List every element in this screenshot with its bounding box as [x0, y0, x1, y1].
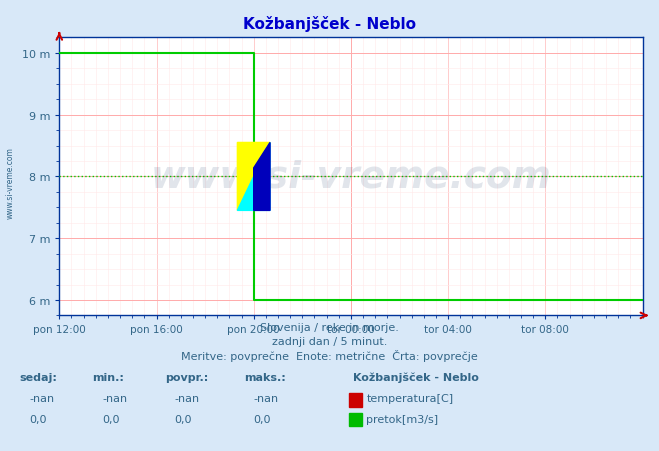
- Text: Kožbanjšček - Neblo: Kožbanjšček - Neblo: [243, 16, 416, 32]
- Text: -nan: -nan: [175, 393, 200, 403]
- Text: www.si-vreme.com: www.si-vreme.com: [150, 159, 552, 195]
- Text: Kožbanjšček - Neblo: Kožbanjšček - Neblo: [353, 372, 478, 382]
- Text: 0,0: 0,0: [254, 414, 272, 424]
- Text: -nan: -nan: [30, 393, 55, 403]
- Text: temperatura[C]: temperatura[C]: [366, 393, 453, 403]
- Text: -nan: -nan: [102, 393, 127, 403]
- Text: 0,0: 0,0: [102, 414, 120, 424]
- Text: maks.:: maks.:: [244, 372, 285, 382]
- Text: pretok[m3/s]: pretok[m3/s]: [366, 414, 438, 424]
- Text: 0,0: 0,0: [30, 414, 47, 424]
- Text: sedaj:: sedaj:: [20, 372, 57, 382]
- Polygon shape: [237, 143, 270, 211]
- Text: povpr.:: povpr.:: [165, 372, 208, 382]
- Text: Meritve: povprečne  Enote: metrične  Črta: povprečje: Meritve: povprečne Enote: metrične Črta:…: [181, 350, 478, 362]
- Polygon shape: [254, 143, 270, 211]
- Polygon shape: [237, 143, 270, 211]
- Text: -nan: -nan: [254, 393, 279, 403]
- Text: Slovenija / reke in morje.: Slovenija / reke in morje.: [260, 322, 399, 332]
- Text: zadnji dan / 5 minut.: zadnji dan / 5 minut.: [272, 336, 387, 346]
- Text: 0,0: 0,0: [175, 414, 192, 424]
- Text: min.:: min.:: [92, 372, 124, 382]
- Text: www.si-vreme.com: www.si-vreme.com: [5, 147, 14, 219]
